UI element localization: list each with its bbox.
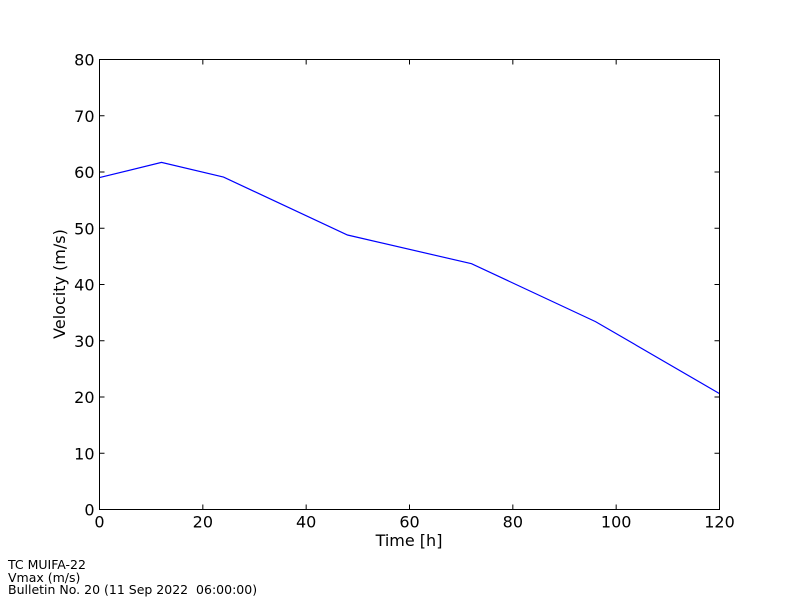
y-tick-label: 70 [74, 107, 94, 126]
y-axis-label: Velocity (m/s) [50, 229, 69, 339]
footer-storm-name: TC MUIFA-22 [8, 557, 86, 572]
x-tick-label: 40 [296, 513, 316, 532]
y-tick-label: 10 [74, 444, 94, 463]
x-axis-label: Time [h] [375, 531, 443, 550]
axis-ticks: 0 20 40 60 80 100 120 0 10 20 30 40 50 60 70 80 [74, 51, 735, 532]
footer-variable: Vmax (m/s) [8, 570, 81, 585]
y-tick-label: 60 [74, 163, 94, 182]
y-tick-label: 20 [74, 388, 94, 407]
footer-bulletin: Bulletin No. 20 (11 Sep 2022 06:00:00) [8, 582, 258, 597]
x-tick-label: 0 [94, 513, 104, 532]
y-tick-label: 30 [74, 332, 94, 351]
x-tick-label: 80 [503, 513, 523, 532]
x-tick-label: 100 [601, 513, 632, 532]
series-line [99, 161, 720, 395]
x-tick-label: 120 [704, 513, 735, 532]
y-tick-label: 50 [74, 219, 94, 238]
x-tick-label: 60 [399, 513, 419, 532]
y-tick-label: 0 [84, 501, 94, 520]
plot-area [99, 161, 720, 395]
y-tick-label: 80 [74, 51, 94, 70]
x-tick-label: 20 [193, 513, 213, 532]
y-tick-label: 40 [74, 276, 94, 295]
